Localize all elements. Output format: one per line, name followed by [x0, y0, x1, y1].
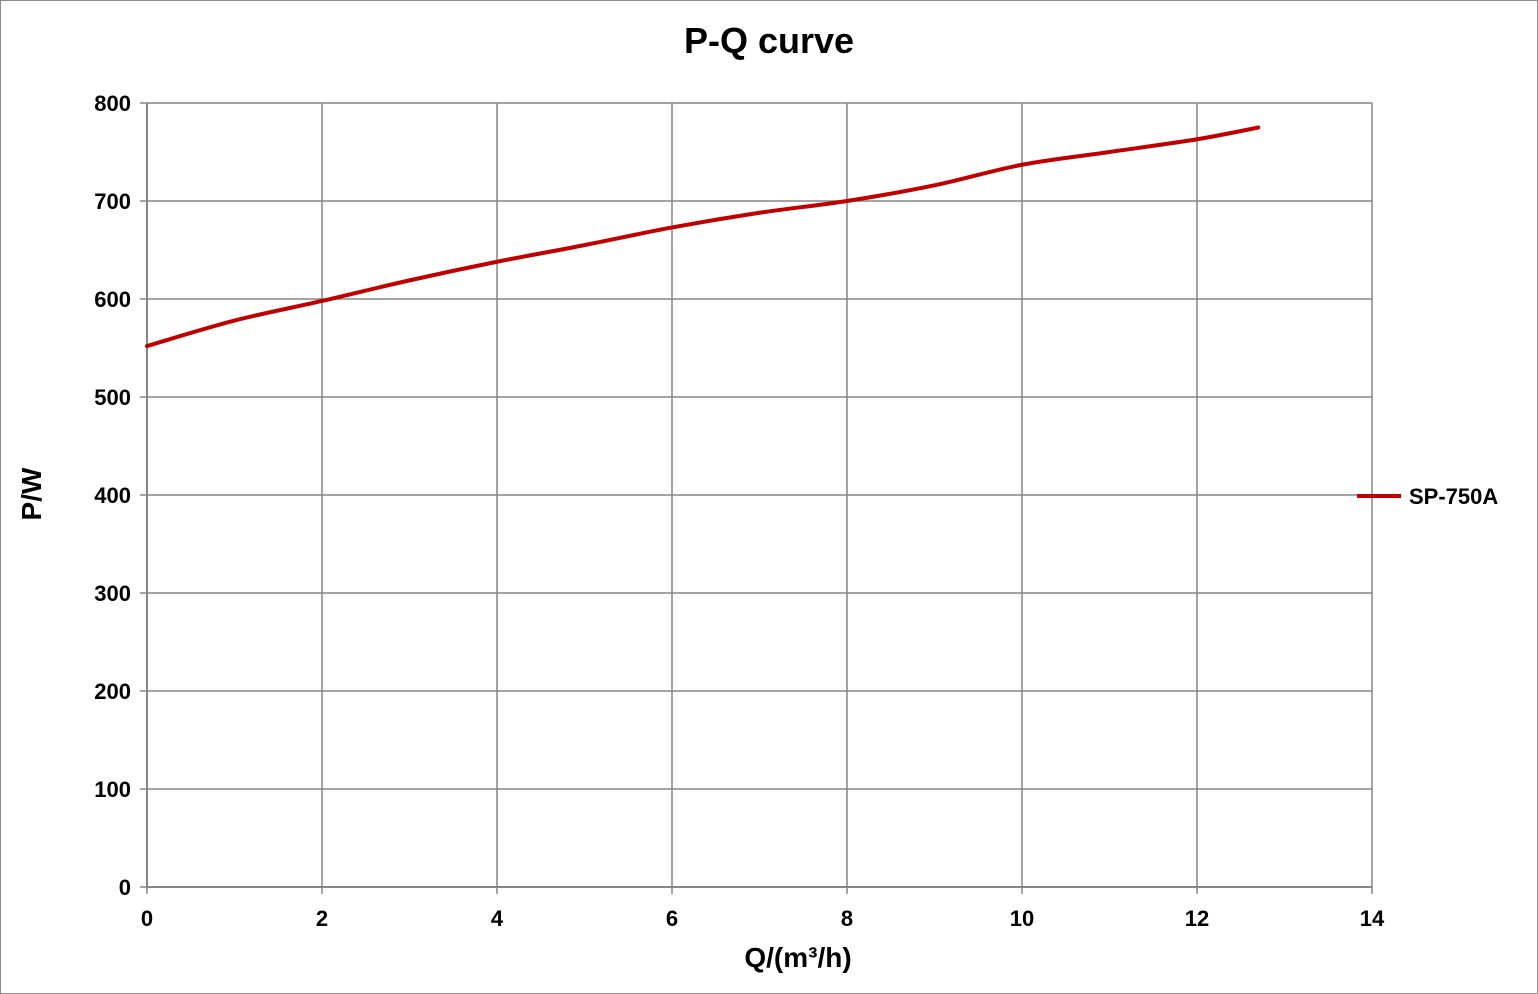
series-lines: [145, 125, 1261, 349]
grid-lines: [146, 102, 1373, 888]
x-tick-label: 12: [1185, 906, 1209, 931]
x-axis-title: Q/(m³/h): [744, 942, 851, 973]
y-tick-label: 100: [94, 777, 131, 802]
x-tick-label: 14: [1360, 906, 1385, 931]
y-tick-label: 300: [94, 581, 131, 606]
y-tick-label: 400: [94, 483, 131, 508]
y-tick-label: 0: [119, 875, 131, 900]
series-line-sp-750a: [145, 125, 1261, 349]
axes: [140, 102, 1373, 894]
y-tick-label: 500: [94, 385, 131, 410]
legend: SP-750A: [1357, 484, 1498, 509]
tick-labels: 0 100 200 300 400 500 600 700 800 0 2 4 6 8 10 12 14: [94, 91, 1385, 931]
y-axis-title: P/W: [16, 467, 47, 520]
x-tick-label: 8: [841, 906, 853, 931]
x-tick-label: 4: [491, 906, 504, 931]
y-tick-label: 700: [94, 189, 131, 214]
x-tick-label: 10: [1010, 906, 1034, 931]
x-tick-label: 6: [666, 906, 678, 931]
y-tick-label: 200: [94, 679, 131, 704]
x-tick-label: 2: [316, 906, 328, 931]
y-tick-label: 800: [94, 91, 131, 116]
y-tick-label: 600: [94, 287, 131, 312]
chart-title: P-Q curve: [684, 20, 854, 61]
legend-label-sp-750a: SP-750A: [1409, 484, 1498, 509]
x-tick-label: 0: [141, 906, 153, 931]
